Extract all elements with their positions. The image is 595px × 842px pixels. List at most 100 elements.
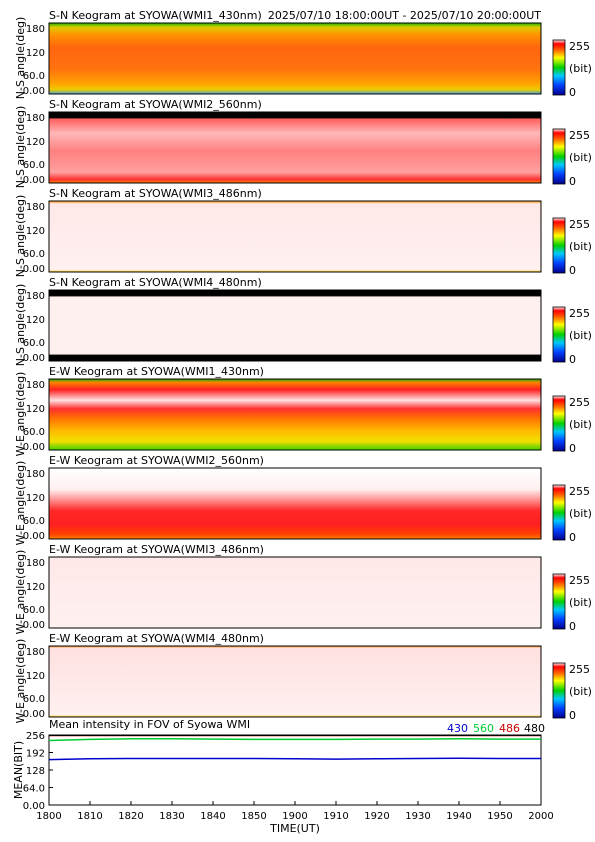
panel-8-ylabel: W-E angle(deg) bbox=[14, 639, 27, 724]
panel-8-ytick-60: 60.0 bbox=[23, 694, 45, 705]
x-tick-layer: 1800 1810 1820 1830 1840 1850 1900 1910 1920 1930… bbox=[36, 801, 554, 822]
chart-xlabel: TIME(UT) bbox=[269, 822, 320, 835]
panel-4-ytick-0: 0.00 bbox=[23, 353, 45, 364]
keogram-image-2 bbox=[49, 112, 541, 183]
chart-xtick-label: 1840 bbox=[200, 811, 225, 822]
panel-1-title: S-N Keogram at SYOWA(WMI1_430nm) bbox=[49, 9, 262, 22]
panel-4-ytick-60: 60.0 bbox=[23, 338, 45, 349]
keogram-frame-7 bbox=[48, 556, 542, 629]
series-line-560 bbox=[48, 738, 541, 742]
panel-3-ytick-180: 180 bbox=[26, 202, 45, 213]
panel-1-ytick-180: 180 bbox=[26, 24, 45, 35]
keogram-panel-5: E-W Keogram at SYOWA(WMI1_430nm) W-E ang… bbox=[14, 365, 592, 456]
colorbar-7 bbox=[552, 573, 566, 630]
keogram-panel-4: S-N Keogram at SYOWA(WMI4_480nm) N-S ang… bbox=[14, 276, 592, 366]
colorbar-6-max: 255 bbox=[569, 485, 590, 498]
keogram-frame-2 bbox=[48, 111, 542, 184]
keogram-panel-7: E-W Keogram at SYOWA(WMI3_486nm) W-E ang… bbox=[14, 543, 592, 634]
colorbar-3 bbox=[552, 217, 566, 274]
panel-6-title: E-W Keogram at SYOWA(WMI2_560nm) bbox=[49, 454, 264, 467]
colorbar-6-min: 0 bbox=[569, 531, 576, 544]
panel-2-ytick-180: 180 bbox=[26, 113, 45, 124]
panel-8-title: E-W Keogram at SYOWA(WMI4_480nm) bbox=[49, 632, 264, 645]
panel-1-ytick-120: 120 bbox=[26, 48, 45, 59]
colorbar-1-unit: (bit) bbox=[569, 62, 592, 75]
colorbar-3-unit: (bit) bbox=[569, 240, 592, 253]
panel-6-ytick-180: 180 bbox=[26, 469, 45, 480]
keogram-image-3 bbox=[49, 201, 541, 272]
chart-xtick-label: 1910 bbox=[323, 811, 348, 822]
keogram-frame-4 bbox=[48, 289, 542, 362]
panel-2-ytick-120: 120 bbox=[26, 137, 45, 148]
colorbar-2-min: 0 bbox=[569, 175, 576, 188]
panel-1-ytick-0: 0.00 bbox=[23, 86, 45, 97]
chart-xtick-label: 1900 bbox=[282, 811, 307, 822]
colorbar-7-min: 0 bbox=[569, 620, 576, 633]
panel-5-ylabel: W-E angle(deg) bbox=[14, 372, 27, 457]
panel-7-ytick-0: 0.00 bbox=[23, 620, 45, 631]
plot-area bbox=[48, 734, 542, 806]
keogram-panel-6: E-W Keogram at SYOWA(WMI2_560nm) W-E ang… bbox=[14, 454, 592, 545]
chart-xtick-label: 1920 bbox=[364, 811, 389, 822]
panel-8-ytick-180: 180 bbox=[26, 647, 45, 658]
y-tick-layer: 256 192 128 64.0 0.00 bbox=[23, 731, 53, 812]
keogram-frame-8 bbox=[48, 645, 542, 718]
colorbar-6 bbox=[552, 484, 566, 541]
legend-560: 560 bbox=[473, 722, 494, 735]
colorbar-8-max: 255 bbox=[569, 663, 590, 676]
colorbar-8 bbox=[552, 662, 566, 719]
keogram-panel-8: E-W Keogram at SYOWA(WMI4_480nm) W-E ang… bbox=[14, 632, 592, 723]
chart-ytick-label: 128 bbox=[26, 766, 45, 777]
keogram-image-5 bbox=[49, 379, 541, 450]
panel-4-ytick-180: 180 bbox=[26, 291, 45, 302]
panel-5-ytick-120: 120 bbox=[26, 404, 45, 415]
colorbar-7-max: 255 bbox=[569, 574, 590, 587]
colorbar-8-unit: (bit) bbox=[569, 685, 592, 698]
legend-480: 480 bbox=[524, 722, 545, 735]
colorbar-5-unit: (bit) bbox=[569, 418, 592, 431]
legend-486: 486 bbox=[499, 722, 520, 735]
keogram-image-8 bbox=[49, 646, 541, 717]
chart-ylabel: MEAN(BIT) bbox=[12, 741, 25, 799]
chart-ytick-label: 0.00 bbox=[23, 801, 45, 812]
keogram-frame-5 bbox=[48, 378, 542, 451]
panel-6-ytick-60: 60.0 bbox=[23, 516, 45, 527]
keogram-image-1 bbox=[49, 23, 541, 94]
chart-xtick-label: 1810 bbox=[77, 811, 102, 822]
panel-6-ytick-0: 0.00 bbox=[23, 531, 45, 542]
keogram-panel-1: N-S angle(deg) 180 120 60.0 0.00 255 (bi… bbox=[14, 17, 592, 100]
keogram-haze-1 bbox=[49, 23, 541, 94]
panel-1-ytick-60: 60.0 bbox=[23, 71, 45, 82]
panel-3-ytick-60: 60.0 bbox=[23, 249, 45, 260]
chart-xtick-label: 1830 bbox=[159, 811, 184, 822]
colorbar-1 bbox=[552, 39, 566, 96]
panel-7-ytick-180: 180 bbox=[26, 558, 45, 569]
panel-5-title: E-W Keogram at SYOWA(WMI1_430nm) bbox=[49, 365, 264, 378]
mean-intensity-chart: Mean intensity in FOV of Syowa WMI 430 5… bbox=[12, 718, 554, 835]
panel-7-ylabel: W-E angle(deg) bbox=[14, 550, 27, 635]
panel-6-ytick-120: 120 bbox=[26, 493, 45, 504]
chart-xtick-label: 1850 bbox=[241, 811, 266, 822]
chart-ytick-label: 192 bbox=[26, 749, 45, 760]
panel-3-ytick-0: 0.00 bbox=[23, 264, 45, 275]
colorbar-4-unit: (bit) bbox=[569, 329, 592, 342]
chart-xtick-label: 1930 bbox=[405, 811, 430, 822]
panel-3-title: S-N Keogram at SYOWA(WMI3_486nm) bbox=[49, 187, 262, 200]
panel-2-ytick-0: 0.00 bbox=[23, 175, 45, 186]
keogram-image-6 bbox=[49, 468, 541, 539]
keogram-frame-6 bbox=[48, 467, 542, 540]
panel-5-ytick-0: 0.00 bbox=[23, 442, 45, 453]
series-line-430 bbox=[48, 757, 541, 761]
panel-8-ytick-120: 120 bbox=[26, 671, 45, 682]
keogram-panel-3: S-N Keogram at SYOWA(WMI3_486nm) N-S ang… bbox=[14, 187, 592, 277]
panel-5-ytick-180: 180 bbox=[26, 380, 45, 391]
panel-2-ytick-60: 60.0 bbox=[23, 160, 45, 171]
colorbar-4-min: 0 bbox=[569, 353, 576, 366]
chart-title: Mean intensity in FOV of Syowa WMI bbox=[49, 718, 250, 731]
colorbar-1-max: 255 bbox=[569, 40, 590, 53]
colorbar-3-min: 0 bbox=[569, 264, 576, 277]
colorbar-6-unit: (bit) bbox=[569, 507, 592, 520]
panel-2-title: S-N Keogram at SYOWA(WMI2_560nm) bbox=[49, 98, 262, 111]
keogram-frame-1 bbox=[48, 22, 542, 95]
